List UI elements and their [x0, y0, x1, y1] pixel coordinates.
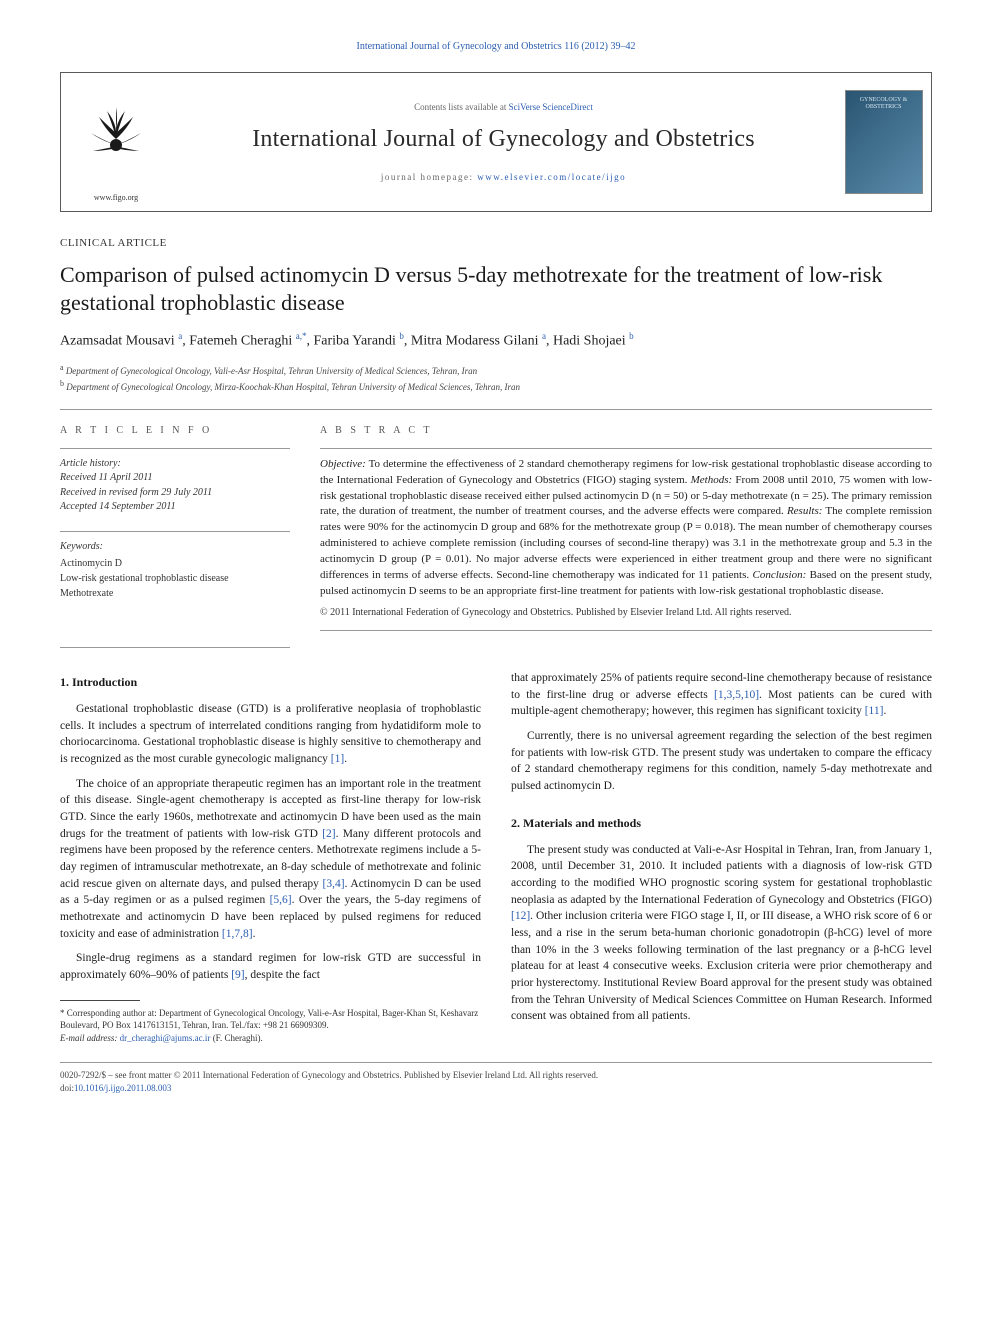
homepage-prefix: journal homepage:: [381, 172, 477, 182]
ref-link[interactable]: [11]: [865, 705, 884, 717]
homepage-line: journal homepage: www.elsevier.com/locat…: [381, 171, 626, 184]
affil-sup: a: [60, 363, 64, 372]
divider: [60, 647, 290, 648]
para-text: . Other inclusion criteria were FIGO sta…: [511, 910, 932, 1022]
publisher-logo-area: www.figo.org: [61, 73, 171, 211]
divider: [60, 448, 290, 449]
objective-label: Objective:: [320, 458, 366, 470]
para-text: .: [253, 928, 256, 940]
email-link[interactable]: dr_cheraghi@ajums.ac.ir: [120, 1033, 211, 1043]
header-center: Contents lists available at SciVerse Sci…: [171, 73, 836, 211]
article-info-column: A R T I C L E I N F O Article history: R…: [60, 424, 290, 631]
methods-para-1: The present study was conducted at Vali-…: [511, 842, 932, 1025]
methods-label: Methods:: [691, 474, 733, 486]
doi-label: doi:: [60, 1083, 74, 1093]
para-text: Gestational trophoblastic disease (GTD) …: [60, 703, 481, 765]
abstract-text: Objective: To determine the effectivenes…: [320, 457, 932, 600]
publisher-url: www.figo.org: [94, 192, 138, 203]
journal-ref-link[interactable]: International Journal of Gynecology and …: [356, 41, 635, 52]
para-text: , despite the fact: [245, 969, 320, 981]
affil-sup: b: [60, 379, 64, 388]
revised-date: Received in revised form 29 July 2011: [60, 486, 290, 501]
contents-available-line: Contents lists available at SciVerse Sci…: [414, 101, 593, 114]
journal-header: www.figo.org Contents lists available at…: [60, 72, 932, 212]
corresponding-author-footnote: * Corresponding author at: Department of…: [60, 1007, 481, 1032]
footnote-separator: [60, 1000, 140, 1001]
cover-title: GYNECOLOGY & OBSTETRICS: [850, 97, 918, 110]
keyword: Actinomycin D: [60, 556, 290, 571]
divider: [60, 409, 932, 410]
intro-para-3: Single-drug regimens as a standard regim…: [60, 950, 481, 983]
contents-prefix: Contents lists available at: [414, 102, 508, 112]
body-col-left: 1. Introduction Gestational trophoblasti…: [60, 670, 481, 1044]
affil-text: Department of Gynecological Oncology, Va…: [66, 366, 477, 376]
figo-logo-icon: [85, 81, 147, 188]
info-abstract-row: A R T I C L E I N F O Article history: R…: [60, 424, 932, 631]
email-label: E-mail address:: [60, 1033, 120, 1043]
keywords-head: Keywords:: [60, 540, 290, 554]
ref-link[interactable]: [2]: [322, 828, 335, 840]
accepted-date: Accepted 14 September 2011: [60, 500, 290, 515]
page-footer: 0020-7292/$ – see front matter © 2011 In…: [60, 1069, 932, 1094]
methods-heading: 2. Materials and methods: [511, 815, 932, 832]
article-history: Article history: Received 11 April 2011 …: [60, 457, 290, 515]
affiliations: a Department of Gynecological Oncology, …: [60, 362, 932, 395]
footer-line1: 0020-7292/$ – see front matter © 2011 In…: [60, 1069, 932, 1082]
ref-link[interactable]: [1,3,5,10]: [714, 689, 759, 701]
keyword: Methotrexate: [60, 586, 290, 601]
homepage-link[interactable]: www.elsevier.com/locate/ijgo: [477, 172, 626, 182]
page-footer-separator: [60, 1062, 932, 1063]
ref-link[interactable]: [1]: [331, 753, 344, 765]
ref-link[interactable]: [1,7,8]: [222, 928, 253, 940]
history-head: Article history:: [60, 457, 290, 472]
email-suffix: (F. Cheraghi).: [210, 1033, 262, 1043]
journal-name: International Journal of Gynecology and …: [252, 123, 755, 157]
affiliation-a: a Department of Gynecological Oncology, …: [60, 362, 932, 379]
ref-link[interactable]: [3,4]: [323, 878, 345, 890]
ref-link[interactable]: [12]: [511, 910, 530, 922]
corr-label: * Corresponding author at:: [60, 1008, 159, 1018]
para-text: .: [883, 705, 886, 717]
intro-para-1: Gestational trophoblastic disease (GTD) …: [60, 701, 481, 768]
divider: [320, 448, 932, 449]
journal-cover-area: GYNECOLOGY & OBSTETRICS: [836, 73, 931, 211]
para-text: .: [344, 753, 347, 765]
ref-link[interactable]: [9]: [231, 969, 244, 981]
body-col-right: that approximately 25% of patients requi…: [511, 670, 932, 1044]
keywords-list: Actinomycin D Low-risk gestational troph…: [60, 556, 290, 601]
email-footnote: E-mail address: dr_cheraghi@ajums.ac.ir …: [60, 1032, 481, 1045]
sciencedirect-link[interactable]: SciVerse ScienceDirect: [509, 102, 593, 112]
col2-para-2: Currently, there is no universal agreeme…: [511, 728, 932, 795]
article-info-label: A R T I C L E I N F O: [60, 424, 290, 438]
abstract-label: A B S T R A C T: [320, 424, 932, 438]
intro-para-2: The choice of an appropriate therapeutic…: [60, 776, 481, 943]
results-label: Results:: [787, 505, 822, 517]
footer-doi: doi:10.1016/j.ijgo.2011.08.003: [60, 1082, 932, 1095]
abstract-copyright: © 2011 International Federation of Gynec…: [320, 606, 932, 620]
article-title: Comparison of pulsed actinomycin D versu…: [60, 261, 932, 316]
intro-heading: 1. Introduction: [60, 674, 481, 691]
article-type: CLINICAL ARTICLE: [60, 236, 932, 251]
conclusion-label: Conclusion:: [753, 569, 807, 581]
affiliation-b: b Department of Gynecological Oncology, …: [60, 378, 932, 395]
abstract-column: A B S T R A C T Objective: To determine …: [320, 424, 932, 631]
col2-para-1: that approximately 25% of patients requi…: [511, 670, 932, 720]
doi-link[interactable]: 10.1016/j.ijgo.2011.08.003: [74, 1083, 171, 1093]
journal-reference: International Journal of Gynecology and …: [60, 40, 932, 54]
para-text: The present study was conducted at Vali-…: [511, 844, 932, 906]
divider: [60, 531, 290, 532]
journal-cover-thumb: GYNECOLOGY & OBSTETRICS: [845, 90, 923, 194]
affil-text: Department of Gynecological Oncology, Mi…: [66, 382, 520, 392]
ref-link[interactable]: [5,6]: [270, 894, 292, 906]
authors-list: Azamsadat Mousavi a, Fatemeh Cheraghi a,…: [60, 330, 932, 351]
received-date: Received 11 April 2011: [60, 471, 290, 486]
body-columns: 1. Introduction Gestational trophoblasti…: [60, 670, 932, 1044]
divider: [320, 630, 932, 631]
keyword: Low-risk gestational trophoblastic disea…: [60, 571, 290, 586]
